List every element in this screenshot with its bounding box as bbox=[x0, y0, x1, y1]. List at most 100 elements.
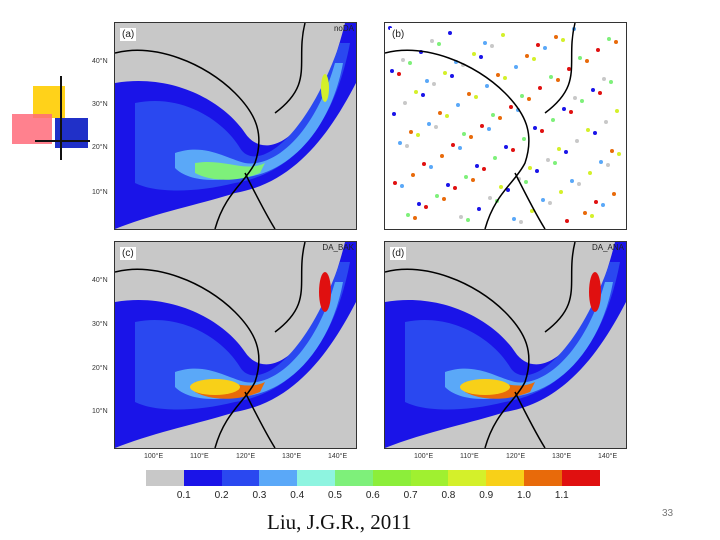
longitude-label: 130°E bbox=[282, 453, 302, 460]
observation-dot bbox=[462, 132, 466, 136]
observation-dot bbox=[577, 182, 581, 186]
map-panel: (d) DA_ANA bbox=[384, 241, 627, 449]
observation-dot bbox=[569, 110, 573, 114]
observation-dot bbox=[522, 137, 526, 141]
observation-dot bbox=[598, 91, 602, 95]
observation-dot bbox=[464, 175, 468, 179]
latitude-label: 30°N bbox=[92, 321, 108, 328]
observation-dot bbox=[453, 186, 457, 190]
observation-dot bbox=[427, 122, 431, 126]
observation-dot bbox=[490, 44, 494, 48]
observation-dot bbox=[392, 112, 396, 116]
observation-dot bbox=[430, 39, 434, 43]
latitude-label: 20°N bbox=[92, 144, 108, 151]
colorbar-label: 1.1 bbox=[554, 490, 569, 501]
observation-dot bbox=[442, 197, 446, 201]
colorbar-swatch bbox=[183, 470, 222, 486]
observation-dot bbox=[514, 65, 518, 69]
colorbar-swatch bbox=[372, 470, 411, 486]
observation-dot bbox=[583, 211, 587, 215]
observation-dot bbox=[443, 71, 447, 75]
colorbar-label: 0.3 bbox=[252, 490, 267, 501]
longitude-label: 120°E bbox=[506, 453, 526, 460]
observation-dot bbox=[533, 126, 537, 130]
observation-dot bbox=[535, 169, 539, 173]
observation-dot bbox=[614, 40, 618, 44]
observation-dot bbox=[561, 38, 565, 42]
panel-label: (a) bbox=[120, 28, 137, 41]
observation-dot bbox=[493, 156, 497, 160]
observation-dot bbox=[606, 163, 610, 167]
observation-dot bbox=[609, 80, 613, 84]
observation-dot bbox=[398, 141, 402, 145]
colorbar-label: 0.1 bbox=[176, 490, 191, 501]
observation-dot bbox=[596, 48, 600, 52]
observation-dot bbox=[448, 31, 452, 35]
observation-dot bbox=[479, 55, 483, 59]
observation-dot bbox=[594, 200, 598, 204]
observation-dot bbox=[458, 146, 462, 150]
observation-dot bbox=[496, 73, 500, 77]
observation-dot bbox=[405, 144, 409, 148]
observation-dot bbox=[541, 198, 545, 202]
observation-dot bbox=[604, 120, 608, 124]
observation-dot bbox=[543, 46, 547, 50]
colorbar-label: 0.8 bbox=[441, 490, 456, 501]
observation-dot bbox=[585, 59, 589, 63]
observation-dot bbox=[475, 164, 479, 168]
observation-dot bbox=[472, 52, 476, 56]
longitude-label: 100°E bbox=[414, 453, 434, 460]
observation-dot bbox=[411, 173, 415, 177]
observation-dot bbox=[573, 96, 577, 100]
observation-dot bbox=[591, 88, 595, 92]
observation-dot bbox=[416, 133, 420, 137]
longitude-label: 110°E bbox=[460, 453, 479, 460]
map-panel: (b) bbox=[384, 22, 627, 230]
observation-dot bbox=[602, 77, 606, 81]
citation: Liu, J.G.R., 2011 bbox=[267, 510, 412, 534]
observation-dot bbox=[615, 109, 619, 113]
colorbar-label: 0.4 bbox=[290, 490, 305, 501]
observation-dot bbox=[488, 196, 492, 200]
panel-label: (d) bbox=[390, 247, 407, 260]
observation-dot bbox=[432, 82, 436, 86]
observation-dot bbox=[474, 95, 478, 99]
observation-dot bbox=[557, 147, 561, 151]
observation-dot bbox=[586, 128, 590, 132]
latitude-label: 40°N bbox=[92, 58, 108, 65]
observation-dot bbox=[401, 58, 405, 62]
observation-dot bbox=[485, 84, 489, 88]
observation-dot bbox=[538, 86, 542, 90]
longitude-label: 120°E bbox=[236, 453, 256, 460]
colorbar-swatch bbox=[146, 470, 184, 486]
observation-dot bbox=[438, 111, 442, 115]
observation-dot bbox=[554, 35, 558, 39]
observation-dot bbox=[546, 158, 550, 162]
observation-dot bbox=[578, 56, 582, 60]
observation-dot bbox=[525, 54, 529, 58]
observation-dot bbox=[610, 149, 614, 153]
observation-dot bbox=[467, 92, 471, 96]
latitude-label: 30°N bbox=[92, 101, 108, 108]
observation-dot bbox=[417, 202, 421, 206]
colorbar-swatch bbox=[486, 470, 524, 486]
colorbar-label: 0.5 bbox=[328, 490, 342, 501]
observation-dot bbox=[530, 209, 534, 213]
observation-dot bbox=[482, 167, 486, 171]
observation-dot bbox=[527, 97, 531, 101]
observation-dot bbox=[440, 154, 444, 158]
observation-dot bbox=[483, 41, 487, 45]
observation-dot bbox=[421, 93, 425, 97]
observation-dot bbox=[450, 74, 454, 78]
observation-dot bbox=[503, 76, 507, 80]
colorbar-label: 0.7 bbox=[403, 490, 418, 501]
observation-dot bbox=[509, 105, 513, 109]
observation-dot bbox=[397, 72, 401, 76]
panel-label: (b) bbox=[390, 28, 407, 41]
observation-dot bbox=[498, 116, 502, 120]
observation-dot bbox=[424, 205, 428, 209]
observation-dot bbox=[451, 143, 455, 147]
observation-dot bbox=[553, 161, 557, 165]
observation-dot bbox=[466, 218, 470, 222]
observation-dot bbox=[601, 203, 605, 207]
